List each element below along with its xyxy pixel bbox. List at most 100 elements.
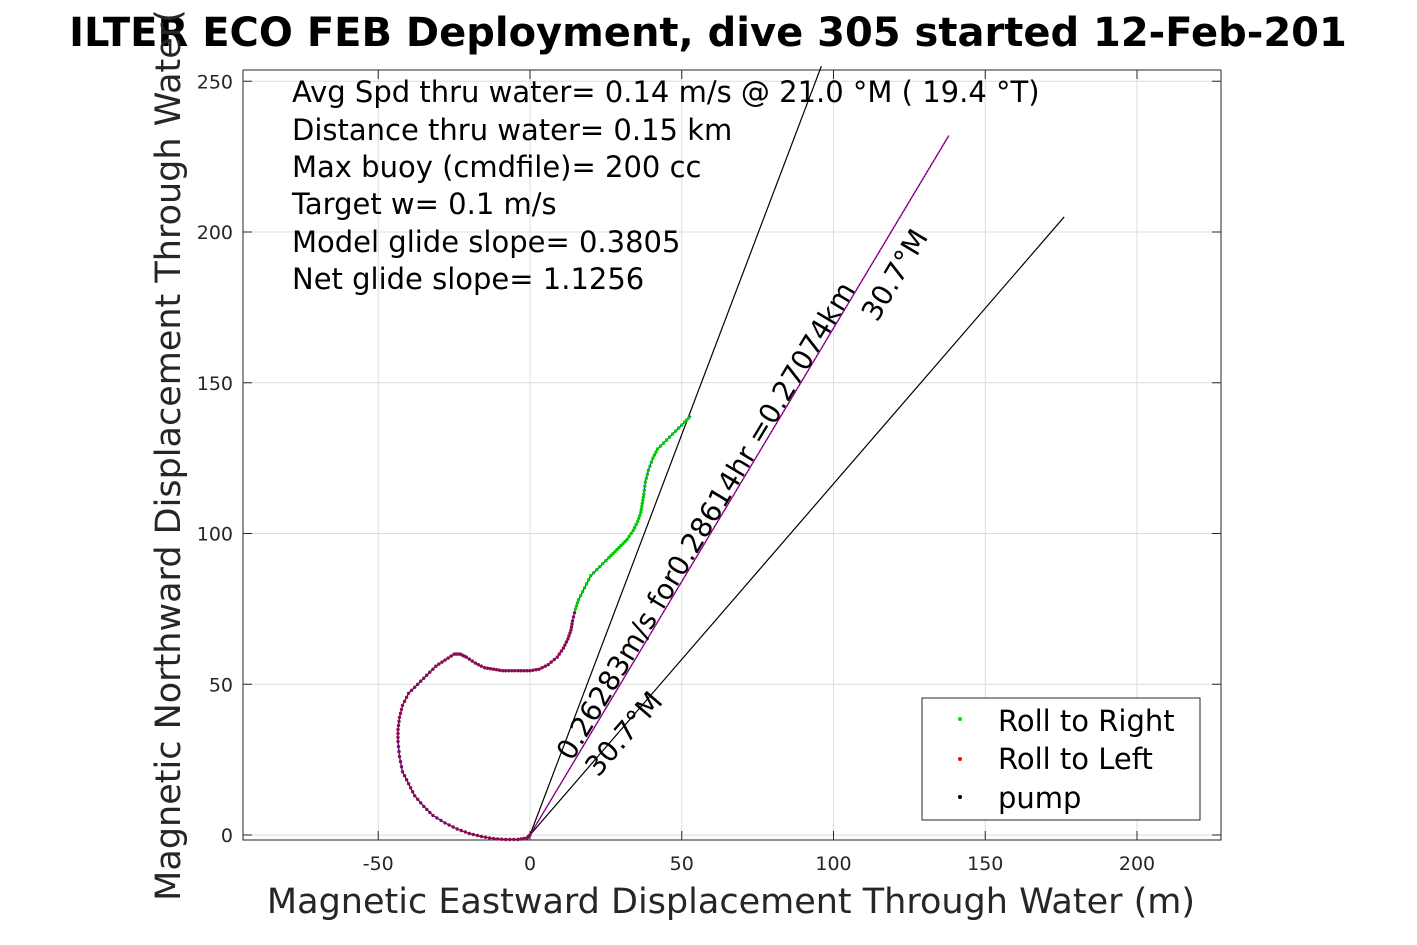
- track-point: [404, 695, 409, 699]
- track-point: [572, 611, 577, 615]
- x-tick-label: 50: [670, 853, 694, 875]
- legend: Roll to Right Roll to Left pump: [921, 697, 1201, 821]
- track-point: [513, 669, 517, 673]
- track-point: [636, 519, 640, 524]
- track-point: [522, 836, 526, 841]
- track-point: [629, 531, 633, 536]
- track-point: [396, 744, 401, 749]
- track-point: [537, 667, 541, 671]
- track-point: [664, 438, 669, 442]
- track-point: [567, 634, 571, 638]
- y-tick-label: 50: [209, 674, 233, 696]
- reference-line-2: [529, 216, 1065, 836]
- legend-label-pump: pump: [998, 781, 1081, 815]
- info-model-glide-slope: Model glide slope= 0.3805: [292, 225, 680, 259]
- track-point: [397, 754, 402, 759]
- track-point: [402, 774, 407, 778]
- track-point: [589, 574, 593, 578]
- track-point: [595, 568, 599, 572]
- track-point: [634, 522, 638, 527]
- reference-line-0: [529, 65, 822, 836]
- track-point: [569, 628, 573, 632]
- track-point: [637, 516, 641, 521]
- track-point: [644, 476, 648, 480]
- track-point: [400, 703, 405, 708]
- track-point: [570, 622, 574, 626]
- x-tick-label: 200: [1119, 853, 1155, 875]
- track-point: [643, 484, 647, 488]
- track-point: [578, 594, 583, 598]
- track-point: [459, 828, 463, 833]
- track-point: [435, 816, 439, 820]
- track-point: [485, 666, 490, 670]
- y-tick-label: 200: [197, 222, 233, 244]
- track-point: [638, 513, 642, 518]
- x-tick-label: 150: [967, 853, 1003, 875]
- track-point: [598, 565, 602, 569]
- track-point: [604, 558, 608, 563]
- track-point: [397, 715, 402, 720]
- track-point: [409, 688, 414, 692]
- track-point: [504, 669, 508, 673]
- track-point: [587, 578, 591, 582]
- track-point: [471, 832, 475, 837]
- track-point: [552, 657, 556, 662]
- track-point: [543, 664, 547, 668]
- track-point: [580, 590, 585, 594]
- track-point: [667, 435, 672, 439]
- track-point: [500, 837, 504, 841]
- track-point: [491, 667, 496, 671]
- track-point: [674, 429, 678, 433]
- track-point: [528, 669, 532, 673]
- track-point: [463, 830, 467, 834]
- track-point: [576, 598, 581, 602]
- track-point: [406, 782, 411, 786]
- legend-marker-pump: [958, 795, 962, 799]
- legend-label-roll-left: Roll to Left: [998, 742, 1153, 776]
- track-point: [534, 668, 538, 672]
- track-point: [446, 656, 450, 660]
- track-point: [396, 731, 400, 736]
- reference-lines: [529, 65, 1065, 836]
- net-displacement-line: [529, 135, 950, 836]
- y-axis-ticks: 0 50 100 150 200 250: [197, 71, 1221, 847]
- track-point: [642, 488, 646, 492]
- track-point: [658, 444, 663, 448]
- track-point: [396, 739, 400, 744]
- track-point: [575, 601, 580, 605]
- y-tick-label: 250: [197, 71, 233, 93]
- track-point: [428, 810, 432, 815]
- track-point: [400, 770, 405, 774]
- track-point: [464, 655, 468, 659]
- track-point: [549, 660, 553, 664]
- track-point: [557, 652, 561, 656]
- info-text-block: Avg Spd thru water= 0.14 m/s @ 21.0 °M (…: [291, 75, 1040, 296]
- legend-box: [921, 697, 1201, 821]
- track-point: [440, 660, 444, 664]
- track-point: [475, 833, 480, 838]
- track-point: [443, 658, 447, 662]
- track-point: [482, 666, 487, 670]
- track-point: [559, 649, 564, 653]
- track-point: [627, 534, 631, 539]
- track-point: [651, 456, 655, 460]
- track-point: [501, 669, 505, 673]
- track-point: [507, 669, 511, 673]
- track-point: [451, 825, 455, 829]
- track-point: [419, 679, 423, 683]
- track-point: [416, 682, 420, 686]
- track-point: [413, 794, 417, 798]
- track-point: [525, 836, 529, 840]
- track-point: [687, 416, 691, 420]
- track-point: [402, 699, 407, 703]
- track-point: [677, 426, 681, 430]
- track-point: [563, 643, 567, 647]
- track-point: [680, 423, 684, 427]
- track-point: [585, 582, 589, 586]
- track-point: [431, 813, 435, 818]
- track-point: [431, 667, 435, 671]
- track-point: [449, 654, 453, 658]
- legend-marker-roll-right: [958, 717, 962, 721]
- y-tick-label: 150: [197, 373, 233, 395]
